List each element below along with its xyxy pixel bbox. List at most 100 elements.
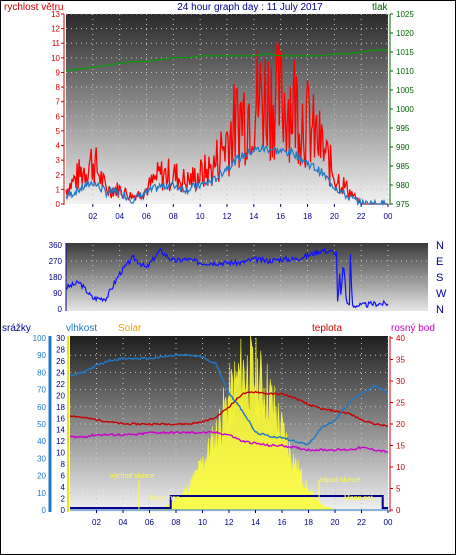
wind-tick-label: 10 (51, 54, 60, 63)
time-tick-label: 22 (357, 212, 366, 221)
solar-tick-label: 12 (56, 437, 65, 446)
time-tick-label: 04 (119, 518, 128, 527)
temperature-tick-label: 10 (396, 463, 405, 472)
temperature-tick-label: 5 (396, 485, 401, 494)
rain-tick-label: 80 (37, 368, 46, 377)
pressure-tick-label: 975 (396, 200, 410, 209)
compass-label: W (436, 288, 447, 300)
temperature-tick-label: 40 (396, 334, 405, 343)
direction-tick-label: 0 (58, 305, 63, 314)
wind-tick-label: 2 (56, 171, 61, 180)
pressure-tick-label: 990 (396, 143, 410, 152)
solar-tick-label: 0 (61, 506, 66, 515)
rain-tick-label: 20 (37, 472, 46, 481)
solar-tick-label: 24 (56, 368, 65, 377)
wind-tick-label: 6 (56, 112, 61, 121)
pressure-line (65, 49, 388, 72)
wind-tick-label: 4 (56, 142, 61, 151)
time-tick-label: 20 (330, 212, 339, 221)
solar-tick-label: 16 (56, 414, 65, 423)
wind-tick-label: 5 (56, 127, 61, 136)
wind-tick-label: 12 (51, 25, 60, 34)
rain-tick-label: 90 (37, 351, 46, 360)
pressure-tick-label: 980 (396, 181, 410, 190)
time-tick-label: 22 (357, 518, 366, 527)
compass-label: N (436, 240, 444, 252)
pressure-tick-label: 985 (396, 162, 410, 171)
top-time-axis: 02 04 06 08 10 12 14 16 18 20 22 00 (88, 204, 393, 221)
wind-tick-label: 7 (56, 98, 61, 107)
rain-tick-label: 70 (37, 386, 46, 395)
rain-tick-label: 50 (37, 420, 46, 429)
time-tick-label: 08 (169, 212, 178, 221)
pressure-tick-label: 1015 (396, 48, 414, 57)
wind-tick-label: 1 (56, 185, 61, 194)
time-tick-label: 20 (331, 518, 340, 527)
pressure-tick-label: 1025 (396, 10, 414, 19)
moonset-annotation: Moon set (344, 495, 373, 502)
pressure-axis: 975 980 985 990 995 1000 1005 1010 1015 1020 1025 (390, 10, 414, 209)
dewpoint-label: rosný bod (391, 323, 435, 334)
rain-tick-label: 60 (37, 403, 46, 412)
moonrise-annotation: Moon rise (149, 495, 180, 502)
time-tick-label: 10 (196, 212, 205, 221)
solar-tick-label: 26 (56, 357, 65, 366)
time-tick-label: 08 (172, 518, 181, 527)
compass-label: S (436, 272, 443, 284)
chart-title: 24 hour graph day : 11 July 2017 (177, 2, 323, 13)
solar-tick-label: 22 (56, 380, 65, 389)
solar-tick-label: 4 (61, 483, 66, 492)
direction-tick-label: 270 (49, 257, 63, 266)
time-tick-label: 18 (304, 518, 313, 527)
time-tick-label: 14 (249, 212, 258, 221)
solar-tick-label: 28 (56, 345, 65, 354)
temperature-tick-label: 35 (396, 356, 405, 365)
time-tick-label: 06 (145, 518, 154, 527)
direction-tick-label: 90 (53, 289, 62, 298)
sunset-annotation: západ slunce (319, 477, 360, 484)
temperature-tick-label: 30 (396, 377, 405, 386)
wind-tick-label: 8 (56, 83, 61, 92)
pressure-label: tlak (372, 2, 389, 13)
pressure-tick-label: 1000 (396, 105, 414, 114)
rain-tick-label: 30 (37, 454, 46, 463)
time-tick-label: 10 (198, 518, 207, 527)
wind-tick-label: 13 (51, 10, 60, 19)
temperature-tick-label: 0 (396, 506, 401, 515)
solar-tick-label: 18 (56, 403, 65, 412)
solar-tick-label: 2 (61, 495, 66, 504)
wind-tick-label: 11 (52, 39, 61, 48)
temperature-tick-label: 15 (396, 442, 405, 451)
solar-tick-label: 20 (56, 391, 65, 400)
wind-tick-label: 0 (56, 200, 61, 209)
pressure-tick-label: 995 (396, 124, 410, 133)
compass-label: N (436, 304, 444, 316)
time-tick-label: 04 (115, 212, 124, 221)
solar-tick-label: 6 (61, 472, 66, 481)
time-tick-label: 02 (92, 518, 101, 527)
time-tick-label: 06 (142, 212, 151, 221)
wind-direction-series (65, 247, 389, 309)
humidity-line (69, 353, 389, 446)
rain-tick-label: 40 (37, 437, 46, 446)
temperature-axis: 0 5 10 15 20 25 30 35 40 (390, 334, 405, 515)
time-tick-label: 12 (223, 212, 232, 221)
temperature-line (69, 390, 389, 427)
rain-tick-label: 10 (37, 489, 46, 498)
bottom-time-axis: 02 04 06 08 10 12 14 16 18 20 22 00 (92, 510, 393, 527)
dewpoint-line (69, 430, 389, 454)
wind-tick-label: 3 (56, 156, 61, 165)
temperature-tick-label: 25 (396, 399, 405, 408)
humidity-label: vlhkost (66, 323, 97, 334)
pressure-tick-label: 1020 (396, 29, 414, 38)
top-panel-series (65, 41, 388, 207)
sunrise-annotation: východ slunce (110, 473, 154, 480)
wind-direction-line (65, 247, 389, 309)
rain-tick-label: 0 (42, 506, 47, 515)
wind-direction-axis: 0 90 180 270 360 (49, 241, 63, 314)
